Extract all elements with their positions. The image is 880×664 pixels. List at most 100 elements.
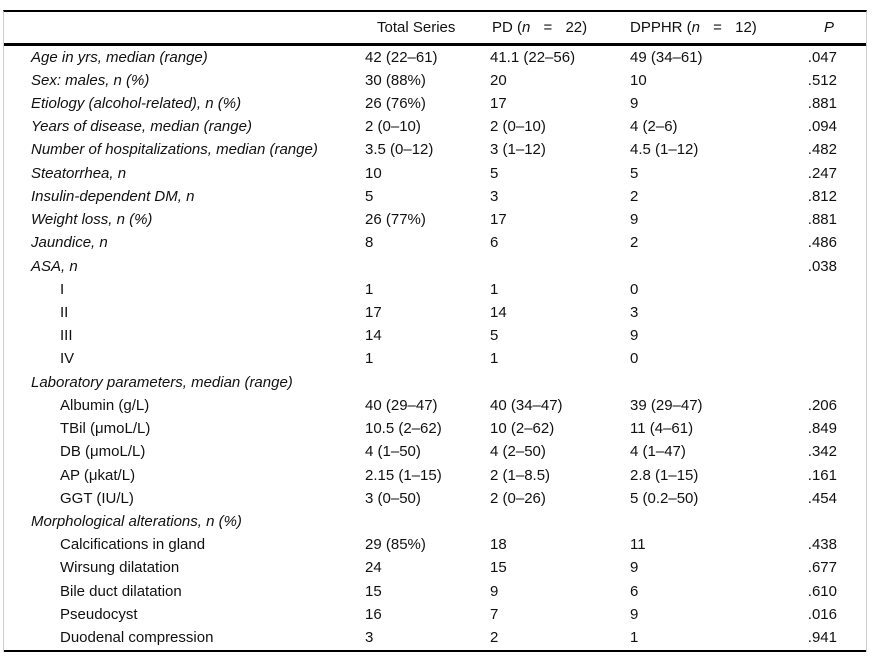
row-label: Calcifications in gland [60,536,206,554]
cell-p-value: .438 [807,536,837,554]
cell-pd: 10 (2–62) [490,420,555,438]
header-total-series: Total Series [377,19,456,36]
cell-pd: 4 (2–50) [490,443,546,461]
row-label: GGT (IU/L) [60,489,134,507]
row-label: I [60,280,65,298]
table-row: III 14 5 9 [4,325,866,348]
row-label: Wirsung dilatation [60,559,180,577]
cell-pd: 18 [490,536,507,554]
header-pd-n: n [522,19,531,36]
row-label: II [60,304,69,322]
cell-pd: 17 [490,95,507,113]
cell-p-value: .206 [807,396,837,414]
row-label: Age in yrs, median (range) [31,48,208,66]
row-label: Albumin (g/L) [60,396,150,414]
table-row: Duodenal compression 3 2 1 .941 [4,626,866,649]
patient-characteristics-table: Total Series PD (n = 22) DPPHR (n = 12) … [3,10,867,652]
header-pd: PD (n = 22) [487,20,627,35]
cell-p-value: .677 [807,559,837,577]
row-label: Laboratory parameters, median (range) [31,373,293,391]
table-header: Total Series PD (n = 22) DPPHR (n = 12) … [4,12,866,46]
cell-pd: 3 [490,187,499,205]
table-row: II 17 14 3 [4,301,866,324]
cell-pd: 2 (0–10) [490,118,546,136]
cell-dpphr: 11 (4–61) [630,420,694,438]
cell-dpphr: 9 [630,605,639,623]
table-row: ASA, n .038 [4,255,866,278]
cell-total-series: 29 (85%) [365,536,426,554]
cell-pd: 15 [490,559,507,577]
cell-dpphr: 2.8 (1–15) [630,466,699,484]
table-row: Age in yrs, median (range) 42 (22–61) 41.1… [4,46,866,69]
table-row: Sex: males, n (%) 30 (88%) 20 10 .512 [4,69,866,92]
row-label: Years of disease, median (range) [31,118,252,136]
cell-total-series: 15 [365,582,382,600]
cell-p-value: .094 [807,118,837,136]
row-label: Jaundice, n [31,234,108,252]
row-label: Insulin-dependent DM, n [31,187,195,205]
table-row: TBil (μmoL/L) 10.5 (2–62) 10 (2–62) 11 (4–6… [4,418,866,441]
cell-p-value: .881 [807,95,837,113]
table-row: Steatorrhea, n 10 5 5 .247 [4,162,866,185]
cell-pd: 2 (0–26) [490,489,546,507]
cell-total-series: 30 (88%) [365,71,426,89]
header-pd-prefix: PD ( [492,19,522,36]
cell-p-value: .038 [807,257,837,275]
cell-total-series: 8 [365,234,374,252]
cell-pd: 17 [490,211,507,229]
cell-dpphr: 39 (29–47) [630,396,703,414]
cell-p-value: .482 [807,141,837,159]
table-row: Insulin-dependent DM, n 5 3 2 .812 [4,185,866,208]
table-row: Etiology (alcohol-related), n (%) 26 (76%… [4,92,866,115]
header-pd-count: = 22) [530,19,588,36]
cell-dpphr: 9 [630,327,639,345]
row-label: Weight loss, n (%) [31,211,153,229]
table-row: Albumin (g/L) 40 (29–47) 40 (34–47) 39 (29–… [4,394,866,417]
cell-dpphr: 5 [630,164,639,182]
table-row: Wirsung dilatation 24 15 9 .677 [4,557,866,580]
cell-pd: 1 [490,280,499,298]
cell-dpphr: 9 [630,95,639,113]
table-row: IV 1 1 0 [4,348,866,371]
cell-dpphr: 4 (1–47) [630,443,686,461]
header-dpphr-n: n [691,19,701,36]
cell-p-value: .610 [807,582,837,600]
cell-total-series: 1 [365,280,374,298]
cell-p-value: .161 [807,466,837,484]
cell-total-series: 2.15 (1–15) [365,466,442,484]
cell-total-series: 4 (1–50) [365,443,421,461]
row-label: TBil (μmoL/L) [60,420,151,438]
row-label: III [60,327,73,345]
row-label: IV [60,350,75,368]
row-label: AP (μkat/L) [60,466,136,484]
cell-dpphr: 9 [630,211,639,229]
cell-total-series: 3 (0–50) [365,489,421,507]
cell-total-series: 26 (77%) [365,211,426,229]
table-row: Calcifications in gland 29 (85%) 18 11 .438 [4,534,866,557]
cell-total-series: 40 (29–47) [365,396,438,414]
header-dpphr: DPPHR (n = 12) [627,20,767,35]
cell-p-value: .342 [807,443,837,461]
cell-dpphr: 4.5 (1–12) [630,141,699,159]
cell-pd: 6 [490,234,499,252]
cell-pd: 3 (1–12) [490,141,546,159]
table-row: GGT (IU/L) 3 (0–50) 2 (0–26) 5 (0.2–50) .454 [4,487,866,510]
cell-dpphr: 9 [630,559,639,577]
header-p-value: P [823,19,834,36]
row-label: Sex: males, n (%) [31,71,150,89]
table-row: Years of disease, median (range) 2 (0–10)… [4,116,866,139]
cell-p-value: .047 [807,48,837,66]
cell-total-series: 1 [365,350,374,368]
cell-total-series: 10 [365,164,382,182]
table-row: DB (μmoL/L) 4 (1–50) 4 (2–50) 4 (1–47) .342 [4,441,866,464]
cell-p-value: .247 [807,164,837,182]
cell-pd: 5 [490,327,499,345]
cell-dpphr: 5 (0.2–50) [630,489,699,507]
row-label: Duodenal compression [60,629,214,647]
cell-p-value: .512 [807,71,837,89]
cell-total-series: 3 [365,629,374,647]
cell-total-series: 3.5 (0–12) [365,141,434,159]
table-body: Age in yrs, median (range) 42 (22–61) 41.1… [4,46,866,652]
cell-dpphr: 4 (2–6) [630,118,678,136]
